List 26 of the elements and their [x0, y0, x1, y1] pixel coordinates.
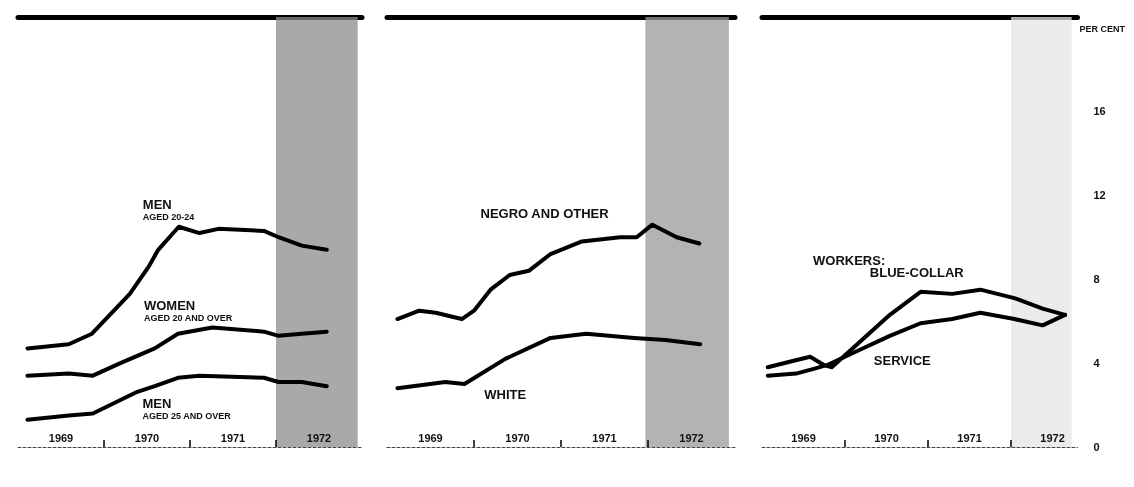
series-label: WOMEN AGED 20 AND OVER: [143, 298, 233, 324]
series-label: MEN AGED 25 AND OVER: [142, 396, 232, 422]
y-tick-label: 4: [1093, 357, 1101, 370]
y-axis-title: PER CENT: [1079, 23, 1126, 34]
x-tick-label: 1970: [874, 431, 899, 444]
series-label: MEN AGED 20-24: [142, 197, 195, 223]
series-label: SERVICE: [873, 353, 932, 369]
series-label: BLUE-COLLAR: [869, 265, 965, 281]
x-tick-label: 1971: [220, 431, 246, 444]
y-tick-label: 12: [1093, 189, 1106, 202]
x-tick-label: 1972: [306, 431, 332, 444]
annotation: WORKERS:: [813, 253, 886, 268]
x-tick-label: 1971: [592, 431, 617, 444]
x-tick-label: 1971: [957, 431, 982, 444]
x-tick-label: 1969: [418, 431, 443, 444]
x-tick-label: 1972: [679, 431, 704, 444]
x-tick-label: 1970: [505, 431, 530, 444]
y-tick-label: 16: [1093, 105, 1106, 118]
y-tick-label: 0: [1093, 441, 1100, 453]
x-tick-label: 1969: [48, 431, 74, 444]
series-label: WHITE: [484, 387, 527, 403]
y-tick-label: 8: [1093, 273, 1100, 286]
series-label: NEGRO AND OTHER: [480, 205, 610, 221]
x-tick-label: 1969: [791, 431, 816, 444]
x-tick-label: 1970: [134, 431, 160, 444]
x-tick-label: 1972: [1040, 431, 1065, 444]
